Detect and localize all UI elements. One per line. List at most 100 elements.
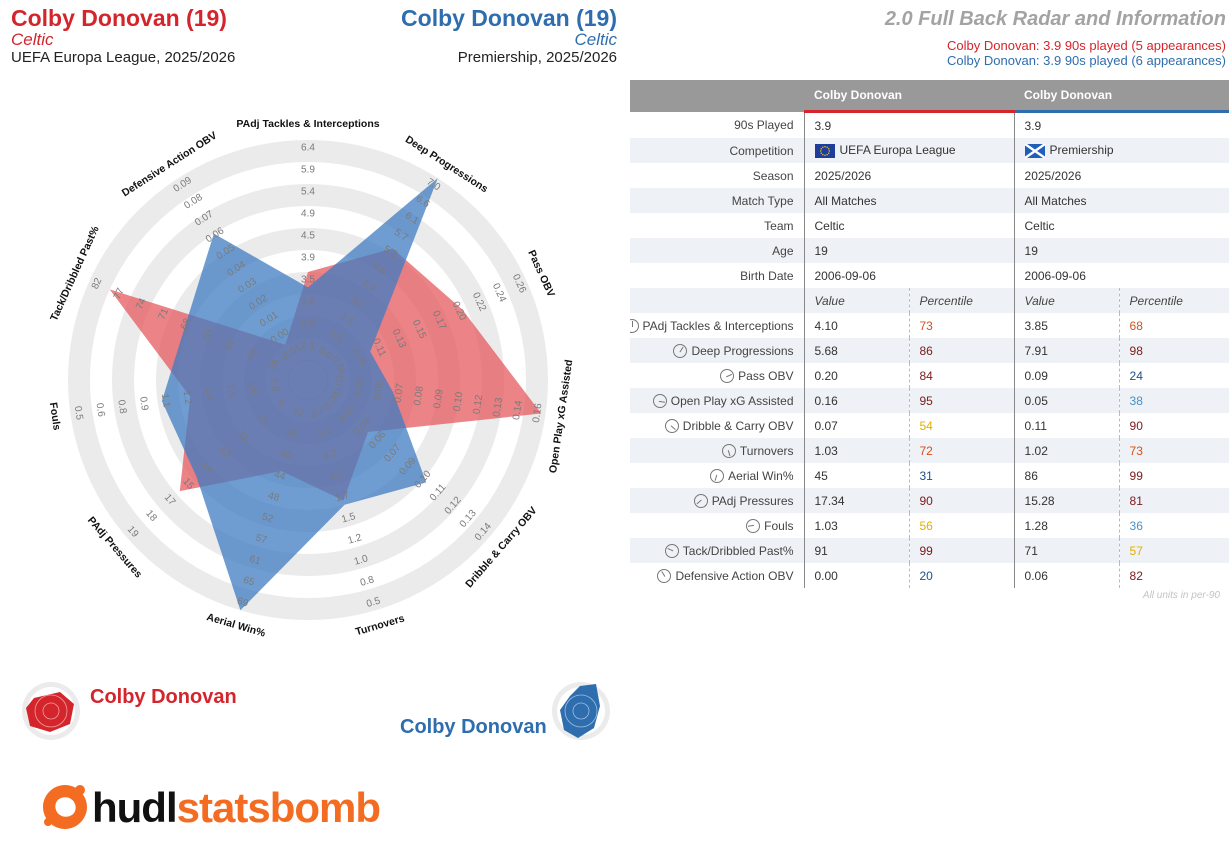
radar-tick-label: 0.12 [472,394,486,415]
metric-label-text: Deep Progressions [691,343,794,358]
radar-tick-label: 32 [291,406,305,420]
metric-percentile-blue: 82 [1118,563,1230,588]
row-label: Team [630,213,805,238]
row-value-blue: 2006-09-06 [1014,263,1229,288]
metric-percentile-blue: 90 [1118,413,1230,438]
radar-tick-label: 0.8 [115,399,128,415]
red-played-note: Colby Donovan: 3.9 90s played (5 appeara… [947,38,1226,53]
table-row: Defensive Action OBV 0.00 20 0.06 82 [630,563,1230,588]
metric-value-red: 45 [814,468,828,483]
metric-label: Fouls [630,513,805,538]
metric-label: Deep Progressions [630,338,805,363]
radar-tick-label: 0.5 [365,595,382,610]
metric-value-red: 91 [804,538,909,563]
row-value-red: Celtic [804,213,1015,238]
radar-tick-label: 1.7 [334,490,351,505]
metric-value-red: 1.03 [814,518,838,533]
metric-value-blue: 1.28 [1024,518,1048,533]
metric-percentile-red: 90 [908,488,1015,513]
right-player-name: Colby Donovan (19) [401,5,617,31]
table-row: Match Type All Matches All Matches [630,188,1230,213]
row-label: Age [630,238,805,263]
row-value-red: 3.9 [804,111,1015,138]
metric-percentile-red: 20 [908,563,1015,588]
radar-tick-label: 52 [260,511,274,525]
metric-label: Tack/Dribbled Past% [630,538,805,563]
row-label: Birth Date [630,263,805,288]
radar-tick-label: 2.4 [316,426,333,441]
row-value-text: 3.9 [814,118,832,133]
red-legend-radar-icon [22,682,80,740]
subheader-value-red: Value [804,288,909,313]
table-header-player-red: Colby Donovan [804,80,1015,113]
row-value-blue: Premiership [1014,138,1230,163]
metric-label-text: Defensive Action OBV [675,568,794,583]
metric-value-blue: 0.09 [1024,368,1048,383]
table-header-blank [630,80,804,112]
blue-legend-name: Colby Donovan [400,716,547,738]
row-value-text: Celtic [1024,218,1055,233]
radar-tick-label: 0.09 [432,388,446,409]
metric-label: Open Play xG Assisted [630,388,805,413]
radar-tick-label: 5.4 [301,187,315,198]
row-value-red: 2025/2026 [804,163,1015,188]
radar-axis-label: Open Play xG Assisted [547,359,575,474]
row-value-text: UEFA Europa League [839,143,956,158]
left-player-club: Celtic [11,30,54,49]
row-value-text: Celtic [814,218,845,233]
table-row: Birth Date 2006-09-06 2006-09-06 [630,263,1229,288]
metric-value-blue: 71 [1014,538,1120,563]
radar-series-blue [161,178,438,611]
metric-value-red: 5.68 [804,338,909,363]
row-value-text: 19 [814,243,828,258]
radar-tick-label: 65 [201,327,216,342]
radar-tick-label: 0.14 [511,399,525,420]
metric-value-red: 0.00 [814,568,838,583]
info-table: Colby Donovan Colby Donovan 90s Played 3.… [630,80,1230,588]
table-row: Deep Progressions 5.68 86 7.91 98 [630,338,1230,363]
metric-percentile-red: 95 [908,388,1015,413]
row-value-text: 2025/2026 [814,168,872,183]
radar-axis-label: Turnovers [354,612,406,638]
metric-value-red: 17.34 [804,488,909,513]
logo-text-statsbomb: statsbomb [176,784,381,831]
row-label: Competition [630,138,805,163]
radar-tick-label: 1.2 [347,532,364,547]
table-row: Pass OBV 0.20 84 0.09 24 [630,363,1230,388]
metric-value-red: 1.03 [804,438,909,463]
metric-value-blue: 0.05 [1014,388,1120,413]
row-label: Season [630,163,805,188]
metric-percentile-blue: 24 [1118,363,1230,388]
radar-tick-label: 68 [179,317,194,332]
row-value-text: All Matches [1024,193,1087,208]
radar-tick-label: 0.8 [359,574,376,589]
table-row: Open Play xG Assisted 0.16 95 0.05 38 [630,388,1230,413]
subheader-value-blue: Value [1014,288,1120,313]
table-header-player-blue: Colby Donovan [1014,80,1230,113]
metric-label: Turnovers [630,438,805,463]
radar-tick-label: 0.10 [452,391,466,412]
row-value-blue: Celtic [1014,213,1229,238]
metric-label: PAdj Tackles & Interceptions [630,313,805,338]
row-label: Match Type [630,188,805,213]
radar-tick-label: 36 [285,427,299,441]
row-value-text: Premiership [1049,143,1114,158]
metric-value-blue: 7.91 [1014,338,1120,363]
metric-label: Aerial Win% [630,463,805,488]
row-value-blue: 3.9 [1014,112,1229,139]
metric-dial-icon [664,543,679,558]
metric-label-text: Tack/Dribbled Past% [682,543,794,558]
table-row: PAdj Pressures 17.34 90 15.28 81 [630,488,1230,513]
metric-value-blue: 86 [1024,468,1038,483]
radar-tick-label: 62 [223,337,238,352]
row-value-text: 2025/2026 [1024,168,1082,183]
metric-label-text: Pass OBV [738,368,794,383]
radar-axis-label: Aerial Win% [205,611,267,640]
metric-percentile-blue: 36 [1118,513,1230,538]
radar-tick-label: 9 [274,398,286,410]
radar-tick-label: 4.5 [301,231,315,242]
radar-tick-label: 74 [134,296,149,311]
metric-percentile-blue: 99 [1118,463,1230,488]
radar-tick-label: 3.5 [301,275,315,286]
logo-wordmark: hudlstatsbomb [92,784,381,832]
